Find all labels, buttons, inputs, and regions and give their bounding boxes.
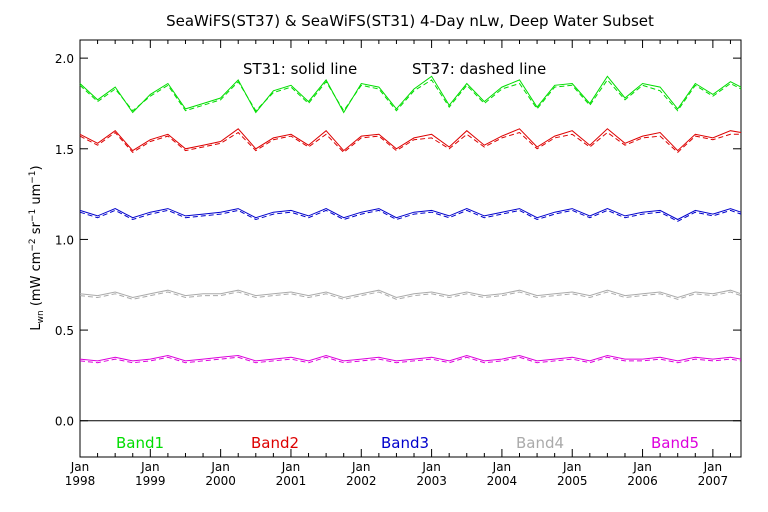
y-tick-label: 0.5 — [55, 324, 74, 338]
series-line-Band1-st37 — [79, 79, 742, 112]
series-line-Band5-st31 — [79, 354, 742, 362]
x-tick-year: 2005 — [557, 474, 588, 488]
y-tick-label: 1.0 — [55, 233, 74, 247]
legend-entry: Band3 — [381, 434, 429, 452]
x-tick-year: 2001 — [276, 474, 307, 488]
x-tick-month: Jan — [70, 460, 90, 474]
x-tick-month: Jan — [632, 460, 652, 474]
x-tick-year: 1999 — [135, 474, 166, 488]
series-line-Band4-st31 — [79, 289, 742, 299]
x-tick-month: Jan — [421, 460, 441, 474]
y-tick-label: 2.0 — [55, 52, 74, 66]
y-axis: 0.0 0.5 1.0 1.5 2.0 — [55, 52, 741, 429]
legend-entry: Band2 — [251, 434, 299, 452]
legend-entry: Band5 — [651, 434, 699, 452]
series-line-Band3-st37 — [79, 209, 742, 222]
y-tick-label: 1.5 — [55, 143, 74, 157]
x-tick-year: 2002 — [346, 474, 377, 488]
series-layer — [79, 75, 742, 364]
x-tick-month: Jan — [351, 460, 371, 474]
series-line-Band4-st37 — [79, 291, 742, 300]
legend-entry: Band4 — [516, 434, 564, 452]
series-line-Band2-st31 — [79, 128, 742, 152]
x-tick-month: Jan — [703, 460, 723, 474]
series-line-Band2-st37 — [79, 131, 741, 154]
x-tick-month: Jan — [492, 460, 512, 474]
x-tick-month: Jan — [140, 460, 160, 474]
x-tick-month: Jan — [562, 460, 582, 474]
series-line-Band5-st37 — [79, 356, 742, 364]
annotation-dashed: ST37: dashed line — [412, 60, 546, 78]
x-tick-month: Jan — [281, 460, 301, 474]
x-tick-month: Jan — [210, 460, 230, 474]
y-tick-label: 0.0 — [55, 415, 74, 429]
legend-entry: Band1 — [116, 434, 164, 452]
series-line-Band1-st31 — [79, 75, 742, 114]
x-tick-year: 2000 — [205, 474, 236, 488]
x-tick-year: 2007 — [698, 474, 729, 488]
legend: Band1 Band2 Band3 Band4 Band5 — [116, 434, 699, 452]
x-tick-year: 1998 — [65, 474, 96, 488]
y-axis-label: Lwn (mW cm−2 sr−1 um−1) — [28, 165, 46, 330]
series-line-Band3-st31 — [79, 208, 742, 221]
chart-title: SeaWiFS(ST37) & SeaWiFS(ST31) 4-Day nLw,… — [166, 12, 654, 30]
annotation-solid: ST31: solid line — [243, 60, 357, 78]
x-tick-year: 2003 — [416, 474, 447, 488]
x-axis: Jan1998Jan1999Jan2000Jan2001Jan2002Jan20… — [65, 40, 731, 488]
x-tick-year: 2006 — [627, 474, 658, 488]
plot-frame — [79, 39, 742, 458]
x-tick-year: 2004 — [487, 474, 518, 488]
